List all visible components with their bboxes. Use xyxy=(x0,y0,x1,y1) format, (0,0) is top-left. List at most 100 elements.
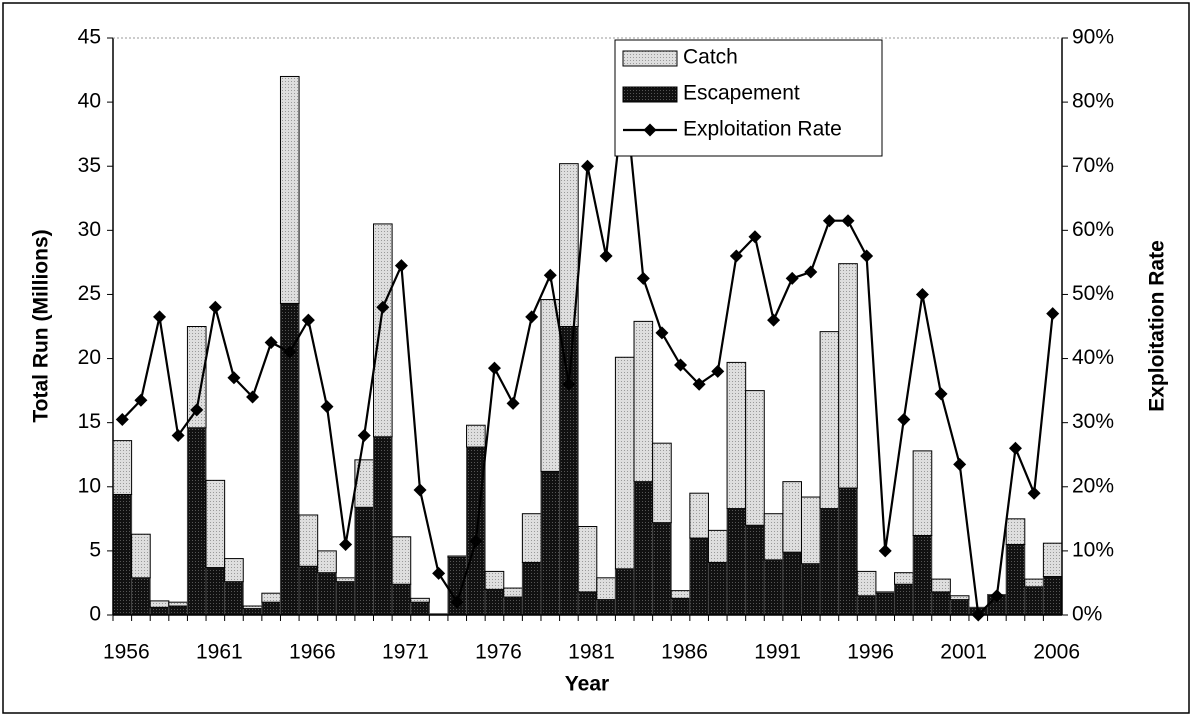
x-tick-label: 1976 xyxy=(475,641,522,664)
bar-segment xyxy=(503,587,523,598)
bar-segment xyxy=(745,390,765,526)
bar-segment xyxy=(317,572,337,616)
bar-segment xyxy=(819,508,840,616)
line-marker xyxy=(357,428,371,442)
bar-segment xyxy=(168,601,188,607)
legend-label: Escapement xyxy=(683,82,800,105)
y-tick-label: 15 xyxy=(78,410,101,433)
bar-segment xyxy=(112,493,133,616)
line-marker xyxy=(990,589,1004,603)
bar-segment xyxy=(670,597,691,616)
y2-tick-label: 50% xyxy=(1072,282,1114,305)
y-tick-label: 25 xyxy=(78,282,101,305)
bar-segment xyxy=(205,479,226,569)
bar-segment xyxy=(521,513,542,563)
line-marker xyxy=(785,271,799,285)
bar-segment xyxy=(800,496,821,565)
bar-segment xyxy=(912,450,933,537)
bar-segment xyxy=(577,591,598,616)
bar-segment xyxy=(763,559,784,616)
bar-segment xyxy=(149,600,170,608)
line-marker xyxy=(915,287,929,301)
bar-segment xyxy=(745,524,765,616)
bar-segment xyxy=(168,605,188,616)
x-tick-label: 1971 xyxy=(382,641,429,664)
bar-segment xyxy=(894,572,914,585)
y2-tick-label: 20% xyxy=(1072,474,1114,497)
x-tick-label: 1981 xyxy=(568,641,615,664)
line-marker xyxy=(525,310,539,324)
line-marker xyxy=(543,268,557,282)
bar-segment xyxy=(466,424,486,448)
line-marker xyxy=(190,403,204,417)
line-marker xyxy=(506,396,520,410)
bar-segment xyxy=(224,558,244,583)
line-marker xyxy=(748,230,762,244)
line-marker xyxy=(897,412,911,426)
legend: Catch Escapement Exploitation Rate xyxy=(614,39,883,157)
y2-axis-title: Exploitation Rate xyxy=(1146,240,1169,412)
bar-segment xyxy=(577,526,598,593)
line-marker xyxy=(636,271,650,285)
bar-segment xyxy=(559,326,579,616)
bar-segment xyxy=(763,513,784,561)
bar-segment xyxy=(707,561,728,616)
line-marker xyxy=(822,214,836,228)
x-tick-label: 2006 xyxy=(1033,641,1080,664)
bar-segment xyxy=(875,591,896,594)
bar-segment xyxy=(633,320,654,483)
bar-segment xyxy=(484,570,505,590)
bar-segment xyxy=(354,506,375,616)
y-tick-label: 30 xyxy=(78,218,101,241)
line-marker xyxy=(1046,307,1060,321)
bar-segment xyxy=(782,551,802,616)
bar-segment xyxy=(689,492,709,539)
line-marker xyxy=(469,534,483,548)
bar-segment xyxy=(894,583,914,616)
bar-segment xyxy=(261,601,281,616)
bar-segment xyxy=(335,581,356,616)
bar-segment xyxy=(335,577,356,583)
legend-label: Exploitation Rate xyxy=(683,118,842,141)
line-marker xyxy=(320,400,334,414)
bar-segment xyxy=(707,529,728,563)
x-tick-label: 1996 xyxy=(847,641,894,664)
bar-segment xyxy=(224,581,244,616)
bar-segment xyxy=(1005,518,1026,545)
bar-segment xyxy=(1024,578,1044,588)
line-marker xyxy=(934,387,948,401)
bar-segment xyxy=(186,427,207,616)
line-marker xyxy=(227,371,241,385)
line-marker xyxy=(339,537,353,551)
bar-segment xyxy=(112,440,133,495)
x-tick-label: 1991 xyxy=(754,641,801,664)
bar-segment xyxy=(484,588,505,616)
bar-segment xyxy=(279,75,300,304)
line-marker xyxy=(860,249,874,263)
bar-segment xyxy=(838,487,858,616)
bar-segment xyxy=(689,537,709,616)
line-marker xyxy=(878,544,892,558)
bar-segment xyxy=(131,533,151,579)
bar-segment xyxy=(131,577,151,616)
line-marker xyxy=(729,249,743,263)
bar-segment xyxy=(521,561,542,616)
line-marker xyxy=(413,483,427,497)
y-tick-label: 40 xyxy=(78,90,101,113)
y-tick-label: 5 xyxy=(89,538,101,561)
y2-tick-label: 90% xyxy=(1072,26,1114,49)
bar-segment xyxy=(726,361,747,510)
bar-segment xyxy=(503,596,523,616)
line-marker xyxy=(115,412,129,426)
line-marker xyxy=(841,214,855,228)
line-marker xyxy=(301,313,315,327)
bar-segment xyxy=(298,514,319,567)
y-tick-label: 10 xyxy=(78,474,101,497)
bar-segment xyxy=(726,508,747,616)
bar-segment xyxy=(614,568,635,616)
bar-segment xyxy=(559,163,579,327)
line-marker xyxy=(394,259,408,273)
bar-segment xyxy=(242,605,263,610)
x-tick-label: 2001 xyxy=(940,641,987,664)
